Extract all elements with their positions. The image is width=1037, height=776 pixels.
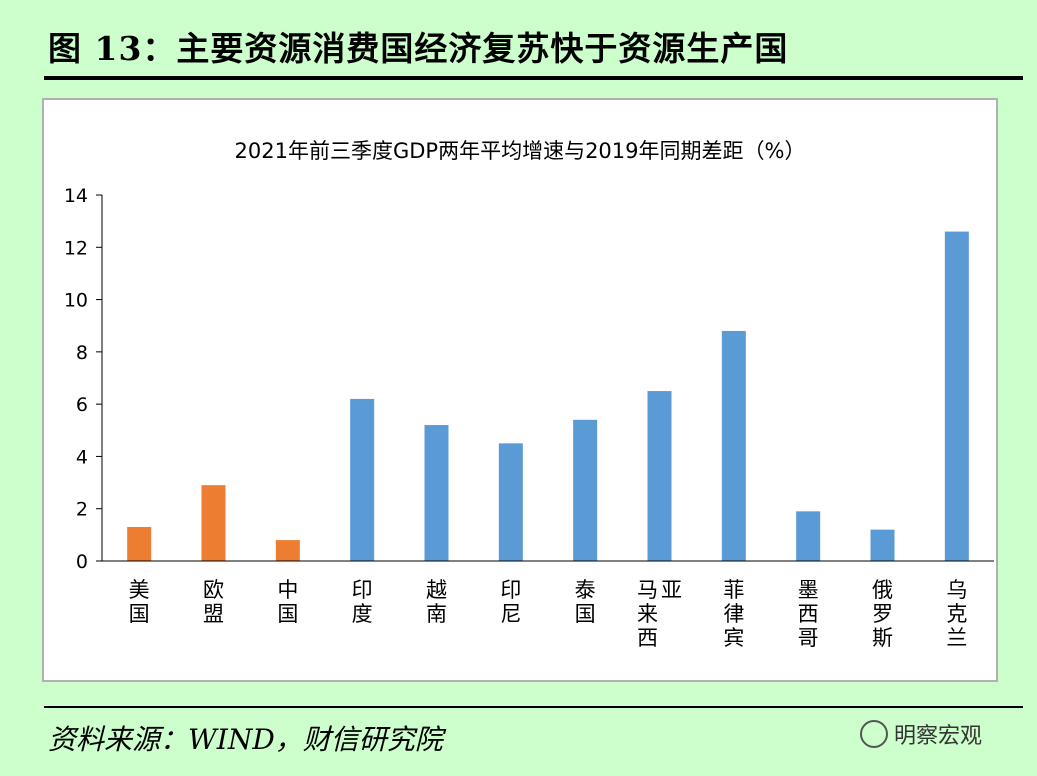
bar <box>275 540 300 561</box>
y-tick-label: 6 <box>76 394 88 416</box>
y-tick-label: 14 <box>64 185 88 207</box>
top-rule <box>44 76 1023 80</box>
x-category-label: 美国 <box>129 578 150 626</box>
x-category-label: 乌克兰 <box>946 578 967 650</box>
bar <box>647 391 672 561</box>
bar <box>127 527 152 561</box>
x-category-label: 泰国 <box>575 578 596 626</box>
y-tick-label: 12 <box>64 237 88 259</box>
source-note: 资料来源：WIND，财信研究院 <box>48 723 443 756</box>
x-category-label: 马来西亚 <box>637 578 682 650</box>
x-category-label: 菲律宾 <box>723 578 744 650</box>
y-tick-label: 4 <box>76 446 88 468</box>
bar <box>870 529 895 561</box>
bar <box>796 511 821 561</box>
y-tick-label: 10 <box>64 290 88 312</box>
x-category-label: 越南 <box>426 578 447 626</box>
wechat-icon <box>860 720 888 748</box>
x-category-label: 印度 <box>352 578 373 626</box>
bar-chart: 2021年前三季度GDP两年平均增速与2019年同期差距（%） 0 2 4 6 8 10 1… <box>64 139 994 650</box>
x-category-label: 俄罗斯 <box>872 578 893 650</box>
chart-panel: 2021年前三季度GDP两年平均增速与2019年同期差距（%） 0 2 4 6 8 10 1… <box>42 98 998 682</box>
bar <box>424 425 449 561</box>
x-category-label: 印尼 <box>500 578 521 626</box>
bar <box>721 330 746 561</box>
bar <box>350 398 375 561</box>
bar <box>201 485 226 561</box>
y-tick-label: 8 <box>76 342 88 364</box>
figure-title: 图 13：主要资源消费国经济复苏快于资源生产国 <box>48 29 789 68</box>
bottom-rule <box>44 706 1023 708</box>
bar <box>944 231 969 561</box>
watermark-text: 明察宏观 <box>894 724 983 749</box>
y-tick-label: 0 <box>76 551 88 573</box>
y-tick-label: 2 <box>76 499 88 521</box>
x-category-label: 中国 <box>277 578 298 626</box>
bar <box>498 443 523 561</box>
x-category-label: 欧盟 <box>203 578 224 626</box>
x-category-label: 墨西哥 <box>798 578 819 650</box>
chart-title: 2021年前三季度GDP两年平均增速与2019年同期差距（%） <box>235 139 806 163</box>
bar <box>573 419 598 561</box>
watermark: 明察宏观 <box>860 718 982 750</box>
